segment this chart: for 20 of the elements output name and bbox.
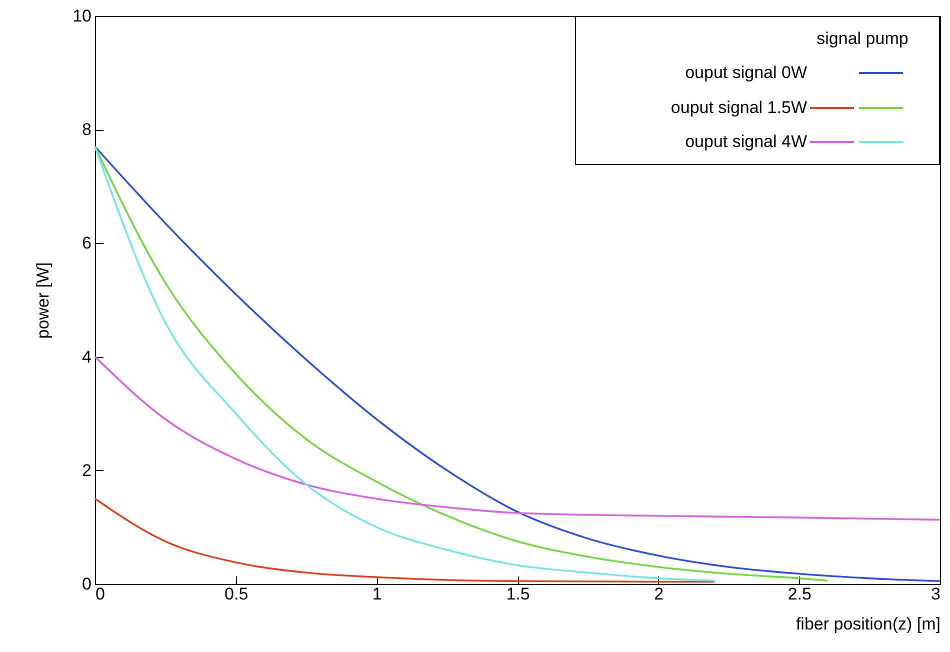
x-tick-label: 0 (96, 584, 105, 604)
legend-label: ouput signal 1.5W (670, 98, 807, 118)
x-tick-label: 0.5 (224, 584, 248, 604)
y-tick-label: 10 (72, 6, 92, 26)
y-tick-label: 4 (82, 347, 92, 366)
annotation: ouput signal 0W (684, 63, 807, 84)
y-axis-title: power [W] (34, 262, 53, 339)
x-tick-label: 2.5 (788, 584, 812, 604)
line-series (94, 498, 716, 583)
legend-label: ouput signal 4W (684, 132, 807, 152)
x-axis-title: fiber position(z) [m] (796, 614, 940, 634)
x-tick-label: 2 (654, 584, 664, 604)
line-series (94, 356, 941, 521)
y-tick-label: 6 (82, 234, 92, 253)
x-tick-label: 1.5 (506, 584, 530, 604)
x-tick-label: 1 (372, 584, 382, 604)
legend-title: signal pump (816, 29, 910, 50)
y-tick-label: 2 (82, 460, 92, 480)
y-tick-label: 8 (82, 120, 92, 140)
x-tick-label: 3 (931, 584, 940, 604)
